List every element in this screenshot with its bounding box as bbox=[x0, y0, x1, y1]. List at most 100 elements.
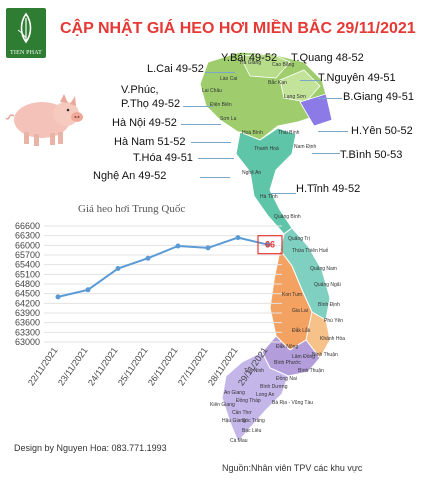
y-tick-label: 66000 bbox=[15, 240, 40, 250]
x-tick-label: 27/11/2021 bbox=[176, 345, 210, 387]
data-point bbox=[85, 287, 91, 293]
leader-line bbox=[198, 158, 234, 159]
y-tick-label: 65100 bbox=[15, 269, 40, 279]
svg-text:Gia Lai: Gia Lai bbox=[292, 308, 308, 314]
price-label-phu-tho: P.Thọ 49-52 bbox=[121, 98, 181, 110]
svg-text:Khánh Hòa: Khánh Hòa bbox=[320, 336, 345, 342]
y-tick-label: 63000 bbox=[15, 337, 40, 347]
svg-text:Thanh Hoá: Thanh Hoá bbox=[254, 146, 279, 152]
svg-text:Hậu Giang: Hậu Giang bbox=[222, 418, 246, 424]
map-region-north-central bbox=[235, 127, 297, 235]
price-label-thanh-hoa: T.Hóa 49-51 bbox=[133, 152, 193, 164]
y-tick-label: 66300 bbox=[15, 231, 40, 241]
leader-line bbox=[300, 80, 320, 81]
svg-text:Hoà Bình: Hoà Bình bbox=[242, 130, 263, 136]
y-tick-label: 63600 bbox=[15, 318, 40, 328]
price-label-thai-binh: T.Bình 50-53 bbox=[340, 149, 403, 161]
vietnam-map: Hà Giang Cao Bằng Lào Cai Bắc Kạn Lai Ch… bbox=[199, 51, 345, 444]
svg-text:Cà Mau: Cà Mau bbox=[230, 438, 248, 444]
highlight-box bbox=[257, 235, 283, 255]
source-note: Nguồn:Nhân viên TPV các khu vực bbox=[222, 463, 363, 473]
svg-text:Bắc Kạn: Bắc Kạn bbox=[268, 79, 287, 86]
design-credit: Design by Nguyen Hoa: 083.771.1993 bbox=[14, 443, 167, 453]
y-tick-label: 64200 bbox=[15, 298, 40, 308]
svg-text:Hà Giang: Hà Giang bbox=[240, 60, 261, 66]
svg-text:Nghệ An: Nghệ An bbox=[242, 170, 261, 176]
data-point bbox=[175, 243, 181, 249]
svg-text:Phú Yên: Phú Yên bbox=[324, 318, 343, 324]
svg-text:Quảng Trị: Quảng Trị bbox=[288, 236, 310, 242]
price-label-tuyen-quang: T.Quang 48-52 bbox=[291, 52, 364, 64]
svg-text:Đắk Lắk: Đắk Lắk bbox=[292, 327, 311, 334]
price-label-bac-giang: B.Giang 49-51 bbox=[343, 91, 414, 103]
svg-text:Cao Bằng: Cao Bằng bbox=[272, 61, 294, 68]
x-tick-label: 28/11/2021 bbox=[206, 345, 240, 387]
leader-line bbox=[191, 142, 231, 143]
svg-text:Tây Ninh: Tây Ninh bbox=[244, 368, 264, 374]
leader-line bbox=[183, 106, 213, 107]
svg-text:Đồng Nai: Đồng Nai bbox=[276, 376, 297, 382]
price-label-ha-tinh: H.Tĩnh 49-52 bbox=[296, 183, 361, 195]
brand-logo: TIEN PHAT bbox=[6, 8, 46, 58]
price-label-hung-yen: H.Yên 50-52 bbox=[351, 125, 413, 137]
svg-text:Hà Tĩnh: Hà Tĩnh bbox=[260, 194, 278, 200]
china-pig-price-chart: 6300063300636006390064200645006480065100… bbox=[15, 221, 283, 388]
x-tick-label: 24/11/2021 bbox=[86, 345, 120, 387]
svg-text:Bình Định: Bình Định bbox=[318, 302, 340, 308]
svg-text:Bình Phước: Bình Phước bbox=[274, 360, 301, 366]
y-tick-label: 63300 bbox=[15, 327, 40, 337]
y-tick-label: 65700 bbox=[15, 250, 40, 260]
pig-illustration bbox=[5, 94, 83, 146]
data-point bbox=[115, 266, 121, 272]
svg-text:Quảng Ngãi: Quảng Ngãi bbox=[314, 282, 341, 288]
data-label: 66 bbox=[265, 240, 275, 250]
svg-text:Long An: Long An bbox=[256, 392, 275, 398]
svg-text:Bình Thuận: Bình Thuận bbox=[298, 368, 324, 374]
price-label-lao-cai: L.Cai 49-52 bbox=[147, 63, 204, 75]
x-tick-label: 23/11/2021 bbox=[56, 345, 90, 387]
svg-text:Kiên Giang: Kiên Giang bbox=[210, 402, 235, 408]
x-tick-label: 26/11/2021 bbox=[146, 345, 180, 387]
price-label-vinh-phuc: V.Phúc, bbox=[121, 84, 159, 96]
map-province-block bbox=[279, 69, 321, 103]
svg-text:Sơn La: Sơn La bbox=[220, 116, 237, 122]
price-label-nghe-an: Nghệ An 49-52 bbox=[93, 170, 167, 182]
data-point bbox=[265, 242, 271, 248]
svg-text:Lạng Sơn: Lạng Sơn bbox=[284, 94, 306, 100]
svg-text:Đắk Nông: Đắk Nông bbox=[276, 343, 298, 350]
y-tick-label: 64800 bbox=[15, 279, 40, 289]
x-tick-label: 25/11/2021 bbox=[116, 345, 150, 387]
data-point bbox=[235, 235, 241, 241]
leader-line bbox=[318, 98, 342, 99]
y-tick-label: 64500 bbox=[15, 289, 40, 299]
data-point bbox=[55, 294, 61, 300]
svg-text:Kon Tum: Kon Tum bbox=[282, 292, 302, 298]
logo-text: TIEN PHAT bbox=[10, 50, 42, 56]
svg-text:Điện Biên: Điện Biên bbox=[210, 102, 232, 108]
leader-line bbox=[318, 131, 348, 132]
page-title: CẬP NHẬT GIÁ HEO HƠI MIỀN BẮC 29/11/2021 bbox=[60, 20, 416, 37]
svg-text:Đồng Tháp: Đồng Tháp bbox=[236, 398, 261, 404]
x-tick-label: 29/11/2021 bbox=[236, 345, 270, 387]
data-point bbox=[205, 245, 211, 251]
svg-text:Cần Thơ: Cần Thơ bbox=[232, 410, 252, 416]
map-region-mekong bbox=[221, 351, 289, 443]
leader-line bbox=[312, 153, 340, 154]
leaf-icon bbox=[17, 12, 32, 44]
data-point bbox=[145, 255, 151, 261]
leader-line bbox=[270, 193, 296, 194]
x-tick-label: 22/11/2021 bbox=[26, 345, 60, 387]
svg-text:Sóc Trăng: Sóc Trăng bbox=[242, 418, 265, 424]
svg-text:Lai Châu: Lai Châu bbox=[202, 88, 222, 94]
svg-text:Thái Bình: Thái Bình bbox=[278, 130, 300, 136]
y-tick-label: 63900 bbox=[15, 308, 40, 318]
y-tick-label: 66600 bbox=[15, 221, 40, 231]
chart-title: Giá heo hơi Trung Quốc bbox=[78, 203, 186, 215]
map-province-block bbox=[299, 93, 333, 127]
leader-line bbox=[181, 124, 221, 125]
svg-text:Lào Cai: Lào Cai bbox=[220, 76, 237, 82]
price-label-ha-noi: Hà Nội 49-52 bbox=[112, 117, 177, 129]
svg-text:Bạc Liêu: Bạc Liêu bbox=[242, 428, 262, 434]
svg-text:Lâm Đồng: Lâm Đồng bbox=[292, 354, 315, 360]
leader-line bbox=[205, 72, 235, 73]
